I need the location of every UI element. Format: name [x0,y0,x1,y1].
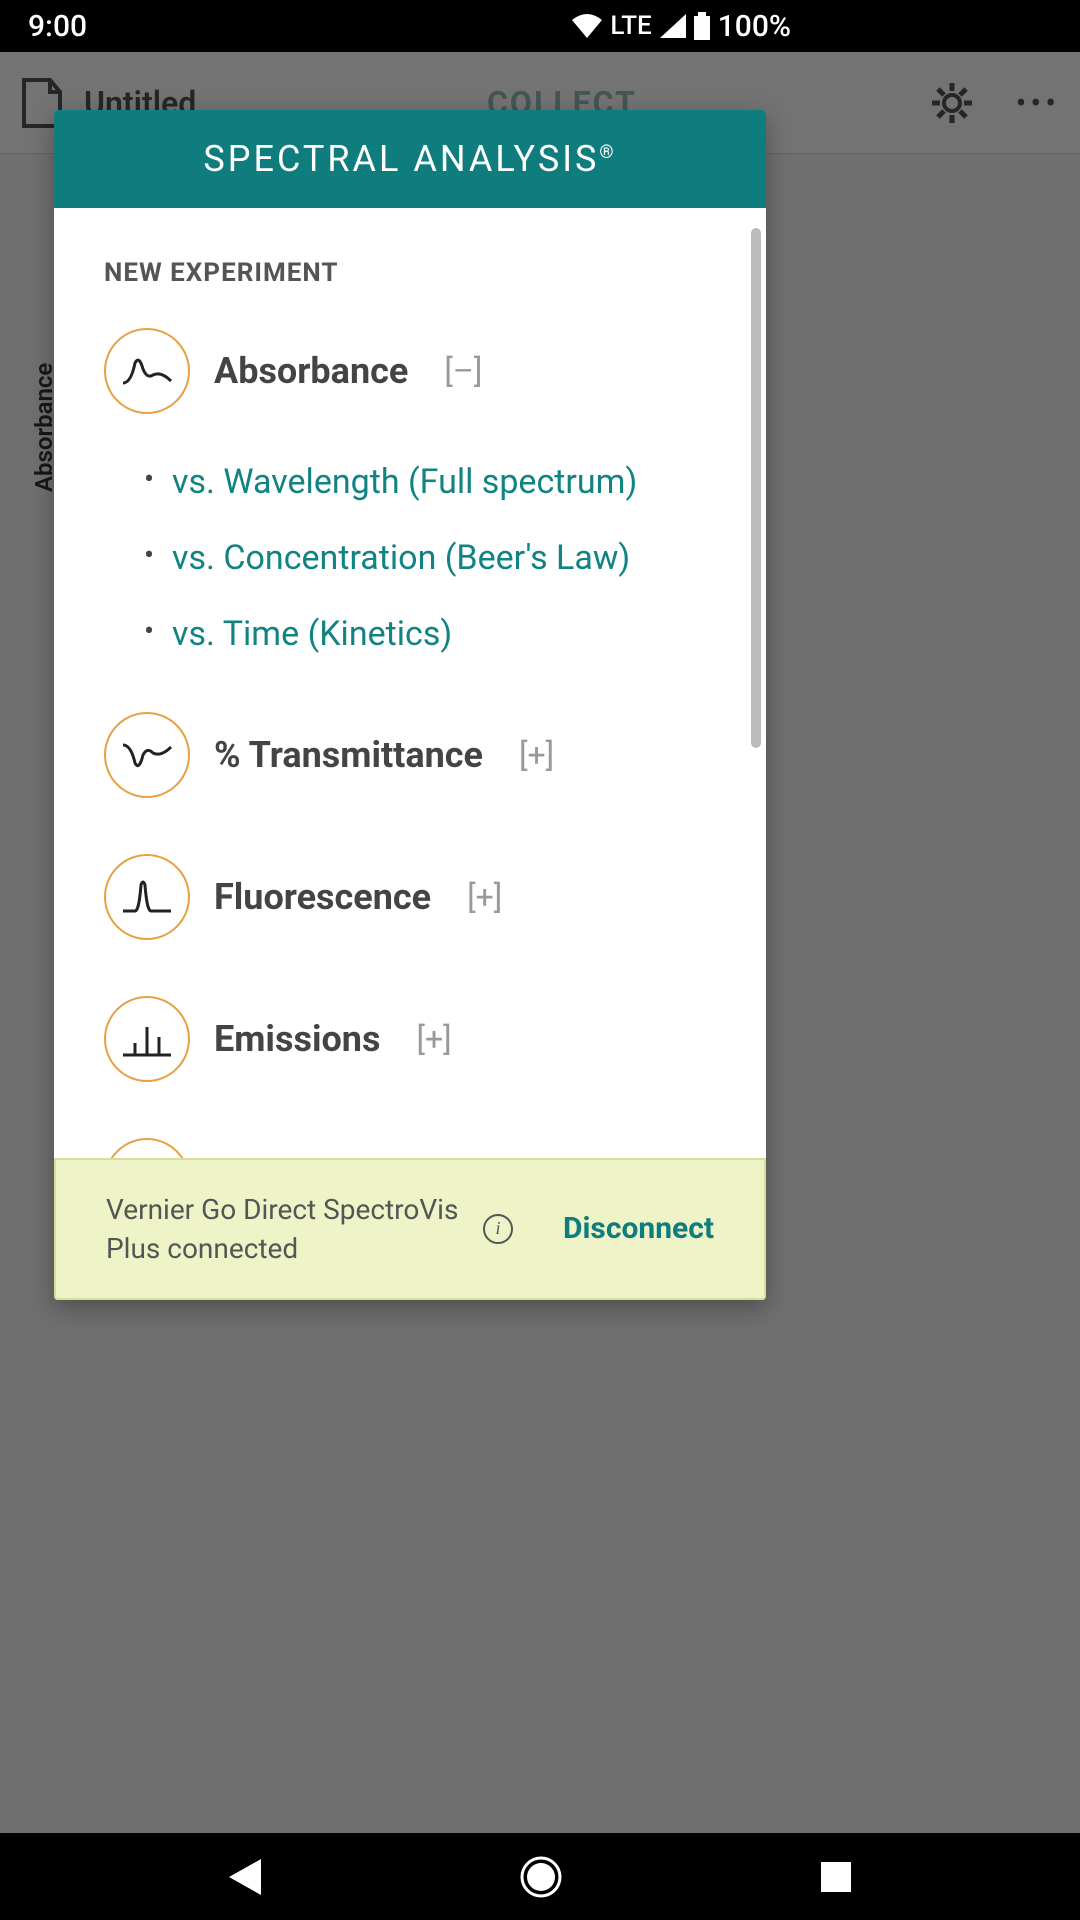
experiment-advanced-full-spectrum[interactable]: Advanced Full Spectrum [104,1138,716,1158]
experiment-label: % Transmittance [214,734,483,776]
network-label: LTE [610,11,651,41]
recents-button[interactable] [821,1862,851,1892]
advanced-spectrum-icon [104,1138,190,1158]
experiment-label: Fluorescence [214,876,431,918]
battery-percent: 100% [718,9,791,44]
dialog-footer: Vernier Go Direct SpectroVis Plus connec… [54,1158,766,1300]
dialog-title: SPECTRAL ANALYSIS® [203,138,616,180]
transmittance-icon [104,712,190,798]
sub-option-time[interactable]: vs. Time (Kinetics) [144,596,716,672]
experiment-label: Emissions [214,1018,380,1060]
scrollbar[interactable] [751,228,761,748]
android-nav-bar [0,1833,1080,1920]
spectral-analysis-dialog: SPECTRAL ANALYSIS® NEW EXPERIMENT Absorb… [54,110,766,1300]
status-bar: 9:00 LTE 100% [0,0,819,52]
dialog-body: NEW EXPERIMENT Absorbance [–] vs. Wavele… [54,208,766,1158]
battery-icon [694,12,710,40]
experiment-label: Absorbance [214,350,408,392]
status-right: LTE 100% [572,9,791,44]
connection-status: Vernier Go Direct SpectroVis Plus connec… [106,1190,463,1268]
disconnect-button[interactable]: Disconnect [563,1211,714,1246]
expand-toggle: [+] [519,736,554,774]
home-button[interactable] [520,1856,562,1898]
back-button[interactable] [229,1859,261,1895]
sub-option-concentration[interactable]: vs. Concentration (Beer's Law) [144,520,716,596]
collapse-toggle: [–] [444,352,482,390]
expand-toggle: [+] [467,878,502,916]
dialog-header: SPECTRAL ANALYSIS® [54,110,766,208]
experiment-transmittance[interactable]: % Transmittance [+] [104,712,716,798]
experiment-fluorescence[interactable]: Fluorescence [+] [104,854,716,940]
info-icon[interactable]: i [483,1214,513,1244]
experiment-absorbance[interactable]: Absorbance [–] [104,328,716,414]
experiment-emissions[interactable]: Emissions [+] [104,996,716,1082]
absorbance-icon [104,328,190,414]
expand-toggle: [+] [416,1020,451,1058]
absorbance-sub-options: vs. Wavelength (Full spectrum) vs. Conce… [104,444,716,672]
fluorescence-icon [104,854,190,940]
sub-option-wavelength[interactable]: vs. Wavelength (Full spectrum) [144,444,716,520]
status-time: 9:00 [28,9,87,44]
wifi-icon [572,14,602,38]
emissions-icon [104,996,190,1082]
signal-icon [660,14,686,38]
section-label: NEW EXPERIMENT [104,258,716,288]
